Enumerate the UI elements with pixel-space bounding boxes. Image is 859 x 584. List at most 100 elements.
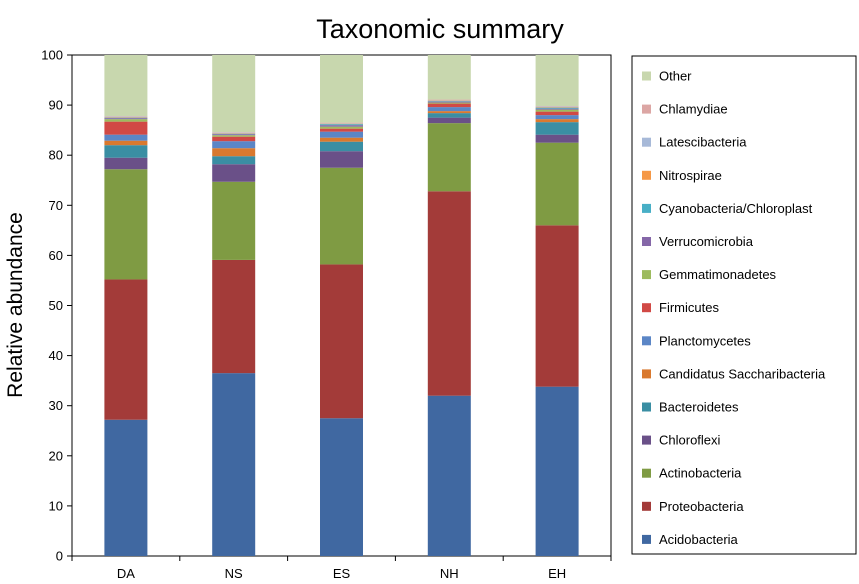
legend-label: Actinobacteria	[659, 466, 742, 481]
legend-label: Chloroflexi	[659, 433, 721, 448]
bar-segment	[104, 145, 148, 158]
legend-swatch	[642, 104, 651, 114]
bar-segment	[427, 117, 471, 124]
legend-label: Candidatus Saccharibacteria	[659, 366, 826, 381]
bar-segment	[535, 225, 579, 387]
bar-segment	[212, 259, 256, 374]
bar-segment	[535, 106, 579, 108]
legend-swatch	[642, 170, 651, 180]
bar-segment	[212, 141, 256, 149]
legend-label: Cyanobacteria/Chloroplast	[659, 201, 813, 216]
y-tick-label: 90	[49, 98, 63, 113]
legend-swatch	[642, 303, 651, 313]
legend-label: Proteobacteria	[659, 499, 744, 514]
bar-segment	[427, 102, 471, 104]
legend-swatch	[642, 237, 651, 246]
legend-swatch	[642, 435, 651, 445]
legend-swatch	[642, 369, 651, 379]
bar-segment	[320, 137, 363, 142]
bar-segment	[104, 419, 148, 556]
bar-segment	[535, 109, 579, 112]
bar-segment	[212, 135, 256, 137]
bar-segment	[535, 55, 579, 107]
bar-segment	[427, 100, 471, 102]
legend-frame	[631, 55, 857, 555]
bar-segment	[212, 136, 256, 142]
bar-segment	[535, 115, 579, 120]
bar-segment	[427, 111, 471, 114]
legend-label: Other	[659, 69, 692, 84]
legend-label: Gemmatimonadetes	[659, 267, 777, 282]
bar-segment	[427, 101, 471, 103]
x-tick-label: EH	[548, 566, 566, 581]
x-tick-label: NH	[440, 566, 459, 581]
bar-segment	[427, 55, 471, 100]
x-tick-label: DA	[117, 566, 135, 581]
bar-segment	[320, 418, 363, 556]
legend-label: Nitrospirae	[659, 168, 722, 183]
legend-swatch	[642, 534, 651, 544]
bar-segment	[320, 125, 363, 127]
bar-segment	[427, 100, 471, 101]
bar-segment	[104, 55, 148, 117]
bar-segment	[320, 122, 363, 124]
bar-segment	[212, 134, 256, 136]
legend-label: Chlamydiae	[659, 102, 728, 117]
legend-label: Latescibacteria	[659, 135, 747, 150]
legend-label: Planctomycetes	[659, 333, 751, 348]
legend-label: Bacteroidetes	[659, 400, 739, 415]
bar-segment	[535, 386, 579, 556]
bar-segment	[535, 107, 579, 109]
bar-segment	[104, 117, 148, 118]
bar-segment	[535, 119, 579, 123]
legend-swatch	[642, 71, 651, 81]
legend-swatch	[642, 137, 651, 147]
bar-segment	[104, 140, 148, 146]
bar-segment	[320, 128, 363, 132]
y-tick-label: 60	[49, 248, 63, 263]
bar-segment	[320, 141, 363, 152]
bar-segment	[427, 101, 471, 102]
y-tick-label: 30	[49, 398, 63, 413]
bar-segment	[104, 119, 148, 122]
y-tick-label: 40	[49, 348, 63, 363]
bar-segment	[535, 106, 579, 107]
bar-segment	[535, 107, 579, 108]
bar-segment	[212, 181, 256, 260]
bar-segment	[320, 167, 363, 265]
bar-segment	[104, 134, 148, 141]
bar-segment	[427, 107, 471, 112]
y-tick-label: 50	[49, 298, 63, 313]
bar-segment	[104, 279, 148, 420]
legend-swatch	[642, 501, 651, 511]
bar-segment	[212, 156, 256, 165]
legend-swatch	[642, 402, 651, 412]
bar-segment	[427, 123, 471, 192]
legend-swatch	[642, 468, 651, 478]
y-tick-label: 0	[56, 549, 63, 564]
bar-segment	[212, 133, 256, 134]
bar-segment	[212, 164, 256, 182]
bar-segment	[104, 157, 148, 170]
bar-segment	[320, 126, 363, 129]
y-tick-label: 10	[49, 498, 63, 513]
bar-segment	[104, 117, 148, 119]
legend-label: Firmicutes	[659, 300, 719, 315]
y-tick-label: 20	[49, 448, 63, 463]
bar-segment	[104, 169, 148, 280]
bar-segment	[212, 133, 256, 135]
legend-swatch	[642, 203, 651, 213]
bar-segment	[104, 121, 148, 135]
y-axis-label: Relative abundance	[4, 212, 27, 398]
bar-segment	[212, 148, 256, 157]
bar-segment	[535, 108, 579, 110]
bar-segment	[427, 99, 471, 101]
y-tick-label: 100	[41, 48, 63, 63]
plot-area: 0 10 20 30 40 50 60 70 80 90 100 DA NS ES NH EH	[41, 48, 612, 581]
bar-segment	[104, 118, 148, 120]
bar-segment	[212, 132, 256, 133]
chart-title: Taxonomic summary	[316, 14, 564, 44]
bar-segment	[212, 132, 256, 134]
bar-segment	[535, 122, 579, 135]
